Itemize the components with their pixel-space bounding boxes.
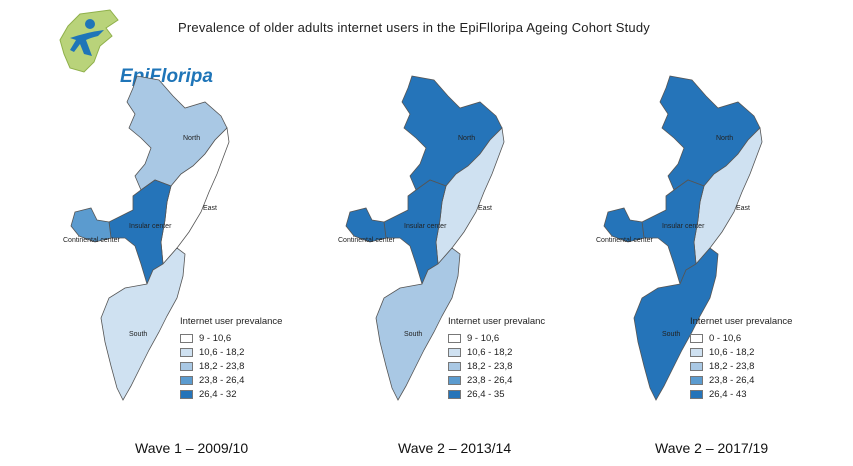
swatch-2: [180, 347, 193, 357]
legend-label: 26,4 - 32: [199, 388, 237, 400]
swatch-4: [180, 375, 193, 385]
region-insular: [641, 179, 705, 286]
legend-item: 23,8 - 26,4: [180, 373, 282, 387]
legend-wave-1: Internet user prevalance 9 - 10,6 10,6 -…: [180, 316, 282, 401]
region-insular: [108, 179, 172, 286]
map-wave-3: North East Insular center Continental ce…: [588, 70, 828, 450]
legend-title: Internet user prevalance: [180, 316, 283, 327]
legend-item: 18,2 - 23,8: [690, 359, 792, 373]
region-south: [633, 247, 719, 401]
legend-item: 10,6 - 18,2: [690, 345, 792, 359]
swatch-1: [448, 333, 461, 343]
page-title: Prevalence of older adults internet user…: [178, 20, 650, 35]
legend-wave-2: Internet user prevalanc 9 - 10,6 10,6 - …: [448, 316, 545, 401]
label-north: North: [716, 135, 733, 142]
region-south: [100, 247, 186, 401]
swatch-1: [180, 333, 193, 343]
region-continental: [345, 207, 387, 243]
island-logo-icon: [59, 9, 119, 73]
legend-label: 18,2 - 23,8: [467, 360, 513, 372]
caption-wave-1: Wave 1 – 2009/10: [135, 440, 249, 456]
swatch-4: [690, 375, 703, 385]
legend-label: 9 - 10,6: [199, 332, 232, 344]
label-insular: Insular center: [404, 223, 447, 230]
legend-label: 26,4 - 43: [709, 388, 747, 400]
region-continental: [70, 207, 112, 243]
swatch-5: [690, 389, 703, 399]
legend-item: 10,6 - 18,2: [448, 345, 545, 359]
map-wave-2: North East Insular center Continental ce…: [330, 70, 570, 450]
legend-label: 9 - 10,6: [467, 332, 500, 344]
legend-label: 26,4 - 35: [467, 388, 505, 400]
swatch-4: [448, 375, 461, 385]
label-south: South: [404, 331, 422, 338]
legend-item: 9 - 10,6: [448, 331, 545, 345]
legend-label: 10,6 - 18,2: [199, 346, 245, 358]
legend-item: 26,4 - 32: [180, 387, 282, 401]
legend-item: 23,8 - 26,4: [448, 373, 545, 387]
label-east: East: [478, 205, 492, 212]
legend-label: 10,6 - 18,2: [709, 346, 755, 358]
label-insular: Insular center: [129, 223, 172, 230]
swatch-3: [180, 361, 193, 371]
legend-label: 23,8 - 26,4: [709, 374, 755, 386]
legend-wave-3: Internet user prevalance 0 - 10,6 10,6 -…: [690, 316, 792, 401]
legend-item: 23,8 - 26,4: [690, 373, 792, 387]
region-insular: [383, 179, 447, 286]
swatch-3: [448, 361, 461, 371]
legend-label: 18,2 - 23,8: [199, 360, 245, 372]
label-east: East: [736, 205, 750, 212]
caption-wave-3: Wave 2 – 2017/19: [655, 440, 769, 456]
legend-item: 26,4 - 35: [448, 387, 545, 401]
legend-item: 9 - 10,6: [180, 331, 282, 345]
legend-label: 10,6 - 18,2: [467, 346, 513, 358]
legend-label: 0 - 10,6: [709, 332, 742, 344]
legend-item: 18,2 - 23,8: [448, 359, 545, 373]
legend-title: Internet user prevalance: [690, 316, 793, 327]
swatch-5: [180, 389, 193, 399]
map-wave-1: North East Insular center Continental ce…: [55, 70, 295, 450]
label-north: North: [458, 135, 475, 142]
swatch-2: [448, 347, 461, 357]
legend-label: 23,8 - 26,4: [467, 374, 513, 386]
legend-item: 0 - 10,6: [690, 331, 792, 345]
label-continental: Continental center: [63, 237, 120, 244]
swatch-3: [690, 361, 703, 371]
label-south: South: [129, 331, 147, 338]
legend-item: 26,4 - 43: [690, 387, 792, 401]
region-continental: [603, 207, 645, 243]
label-north: North: [183, 135, 200, 142]
label-east: East: [203, 205, 217, 212]
label-insular: Insular center: [662, 223, 705, 230]
region-south: [375, 247, 461, 401]
caption-wave-2: Wave 2 – 2013/14: [398, 440, 512, 456]
swatch-1: [690, 333, 703, 343]
legend-item: 18,2 - 23,8: [180, 359, 282, 373]
legend-item: 10,6 - 18,2: [180, 345, 282, 359]
label-continental: Continental center: [338, 237, 395, 244]
legend-title: Internet user prevalanc: [448, 316, 546, 327]
label-continental: Continental center: [596, 237, 653, 244]
swatch-5: [448, 389, 461, 399]
label-south: South: [662, 331, 680, 338]
legend-label: 18,2 - 23,8: [709, 360, 755, 372]
legend-label: 23,8 - 26,4: [199, 374, 245, 386]
swatch-2: [690, 347, 703, 357]
